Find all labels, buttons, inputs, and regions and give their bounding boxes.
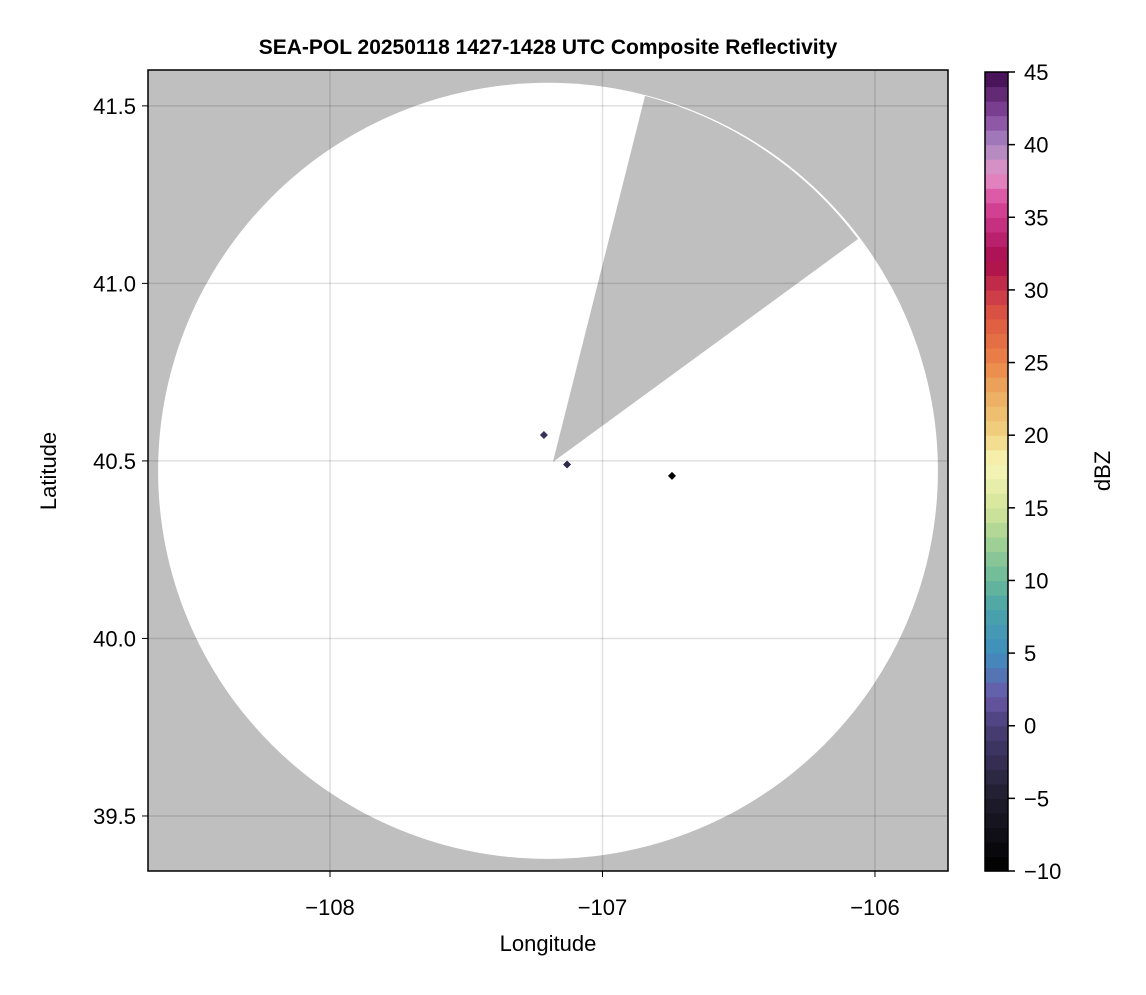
colorbar-band (985, 333, 1008, 349)
colorbar-band (985, 406, 1008, 422)
colorbar-band (985, 159, 1008, 175)
colorbar-band (985, 624, 1008, 640)
colorbar-band (985, 362, 1008, 378)
colorbar-band (985, 696, 1008, 712)
colorbar-band (985, 348, 1008, 364)
colorbar-band (985, 812, 1008, 829)
y-tick-label: 39.5 (93, 804, 136, 829)
colorbar-band (985, 856, 1008, 872)
colorbar-tick-label: 0 (1024, 714, 1036, 739)
x-axis: −108 −107 −106 (305, 871, 900, 920)
colorbar-band (985, 304, 1008, 320)
colorbar-band (985, 101, 1008, 117)
colorbar-tick-label: 25 (1024, 351, 1048, 376)
colorbar-band (985, 202, 1008, 218)
x-tick-label: −108 (305, 895, 355, 920)
colorbar-tick-label: 45 (1024, 60, 1048, 85)
colorbar-band (985, 841, 1008, 858)
colorbar-band (985, 754, 1008, 770)
y-tick-label: 40.0 (93, 626, 136, 651)
colorbar-band (985, 783, 1008, 799)
colorbar-band (985, 231, 1008, 247)
colorbar-band (985, 391, 1008, 407)
echo-point (563, 460, 572, 469)
colorbar-band (985, 769, 1008, 785)
colorbar-band (985, 653, 1008, 669)
colorbar-band (985, 435, 1008, 451)
colorbar-band (985, 115, 1008, 131)
colorbar-band (985, 188, 1008, 204)
colorbar-band (985, 667, 1008, 683)
colorbar: −10 −5 0 5 10 15 20 25 30 35 40 45 (984, 60, 1061, 884)
colorbar-band (985, 478, 1008, 494)
colorbar-band (985, 522, 1008, 538)
colorbar-tick-label: 15 (1024, 496, 1048, 521)
y-tick-label: 41.5 (93, 94, 136, 119)
blocked-sector (552, 95, 859, 462)
x-axis-label: Longitude (500, 931, 597, 956)
colorbar-band (985, 246, 1008, 262)
colorbar-frame (984, 71, 1009, 872)
colorbar-label: dBZ (1090, 451, 1115, 491)
colorbar-band (985, 536, 1008, 552)
colorbar-band (985, 72, 1008, 88)
colorbar-band (985, 464, 1008, 480)
y-axis: 39.5 40.0 40.5 41.0 41.5 (93, 94, 148, 829)
y-tick-label: 41.0 (93, 271, 136, 296)
colorbar-band (985, 725, 1008, 741)
colorbar-band (985, 798, 1008, 814)
colorbar-band (985, 260, 1008, 276)
colorbar-band (985, 565, 1008, 582)
colorbar-band (985, 580, 1008, 596)
colorbar-tick-label: 20 (1024, 423, 1048, 448)
y-axis-label: Latitude (36, 432, 61, 510)
colorbar-band (985, 638, 1008, 654)
colorbar-tick-label: 40 (1024, 133, 1048, 158)
colorbar-band (985, 217, 1008, 233)
plot-frame (147, 69, 949, 872)
colorbar-band (985, 449, 1008, 465)
colorbar-band (985, 130, 1008, 146)
colorbar-tick-label: 35 (1024, 205, 1048, 230)
colorbar-band (985, 711, 1008, 727)
colorbar-band (985, 173, 1008, 189)
colorbar-band (985, 377, 1008, 393)
colorbar-band (985, 740, 1008, 756)
colorbar-band (985, 551, 1008, 567)
colorbar-band (985, 289, 1008, 306)
colorbar-band (985, 493, 1008, 509)
colorbar-band (985, 594, 1008, 611)
colorbar-band (985, 507, 1008, 523)
colorbar-band (985, 86, 1008, 102)
x-tick-label: −107 (578, 895, 628, 920)
colorbar-band (985, 609, 1008, 625)
colorbar-band (985, 318, 1008, 335)
colorbar-tick-label: −10 (1024, 859, 1061, 884)
x-tick-label: −106 (850, 895, 900, 920)
y-tick-label: 40.5 (93, 449, 136, 474)
echo-point (667, 471, 676, 480)
colorbar-tick-label: 10 (1024, 568, 1048, 593)
chart-title: SEA-POL 20250118 1427-1428 UTC Composite… (259, 36, 838, 59)
colorbar-tick-label: −5 (1024, 786, 1049, 811)
plot-area (147, 69, 949, 872)
colorbar-tick-label: 30 (1024, 278, 1048, 303)
colorbar-band (985, 420, 1008, 436)
colorbar-band (985, 682, 1008, 698)
colorbar-tick-label: 5 (1024, 641, 1036, 666)
colorbar-band (985, 275, 1008, 291)
colorbar-band (985, 827, 1008, 843)
colorbar-band (985, 144, 1008, 160)
echo-point (539, 430, 548, 439)
